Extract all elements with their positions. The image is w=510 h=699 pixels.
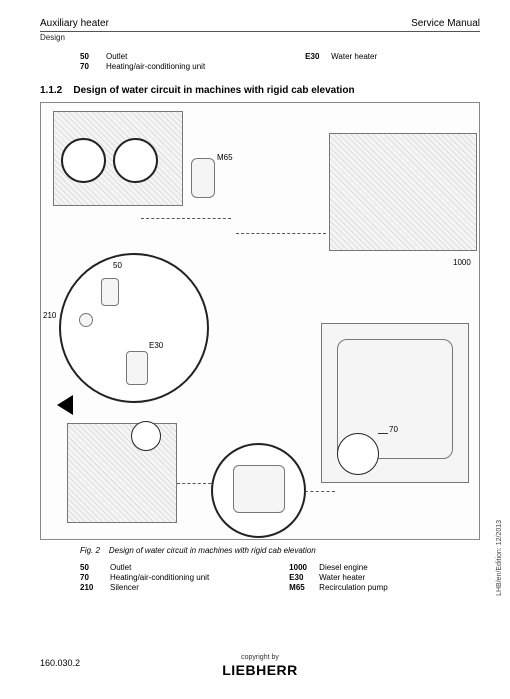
detail-mark xyxy=(131,421,161,451)
legend-txt: Heating/air-conditioning unit xyxy=(106,62,205,71)
fan-circle xyxy=(61,138,106,183)
legend-num: E30 xyxy=(305,52,325,61)
page-number: 160.030.2 xyxy=(40,658,80,668)
header-right: Service Manual xyxy=(411,18,480,29)
bottom-legend: 50 Outlet 70 Heating/air-conditioning unit… xyxy=(80,563,480,592)
callout-1000: 1000 xyxy=(453,258,471,267)
section-num: 1.1.2 xyxy=(40,85,62,96)
callout-e30: E30 xyxy=(149,341,163,350)
callout-70: 70 xyxy=(389,425,398,434)
legend-num: 50 xyxy=(80,52,100,61)
legend-txt: Heating/air-conditioning unit xyxy=(110,573,209,582)
top-legend: 50 Outlet 70 Heating/air-conditioning unit… xyxy=(80,52,480,71)
pump-illustration xyxy=(191,158,215,198)
legend-txt: Water heater xyxy=(331,52,377,61)
callout-210: 210 xyxy=(43,311,56,320)
legend-num: 1000 xyxy=(289,563,313,572)
legend-txt: Outlet xyxy=(110,563,131,572)
legend-num: 50 xyxy=(80,563,104,572)
figure-text: Design of water circuit in machines with… xyxy=(109,546,316,555)
legend-num: 70 xyxy=(80,573,104,582)
header-sub: Design xyxy=(40,33,480,42)
legend-txt: Outlet xyxy=(106,52,127,61)
hose-part xyxy=(79,313,93,327)
callout-m65: M65 xyxy=(217,153,233,162)
copyright-text: copyright by xyxy=(241,654,279,661)
heater-part xyxy=(126,351,148,385)
fan-circle xyxy=(113,138,158,183)
figure-caption: Fig. 2 Design of water circuit in machin… xyxy=(80,546,480,555)
legend-txt: Diesel engine xyxy=(319,563,367,572)
engine-illustration xyxy=(329,133,477,251)
legend-num: 70 xyxy=(80,62,100,71)
legend-num: 210 xyxy=(80,583,104,592)
hvac-pump-part xyxy=(233,465,285,513)
detail-mark xyxy=(337,433,379,475)
callout-50: 50 xyxy=(113,261,122,270)
legend-txt: Recirculation pump xyxy=(319,583,387,592)
legend-txt: Silencer xyxy=(110,583,139,592)
legend-txt: Water heater xyxy=(319,573,365,582)
figure-2: M65 1000 50 210 E30 70 xyxy=(40,102,480,540)
header-left: Auxiliary heater xyxy=(40,18,109,29)
legend-num: E30 xyxy=(289,573,313,582)
arrow-icon xyxy=(57,395,73,415)
hose-part xyxy=(101,278,119,306)
legend-num: M65 xyxy=(289,583,313,592)
brand-logo: LIEBHERR xyxy=(222,662,298,678)
figure-num: Fig. 2 xyxy=(80,546,100,555)
section-text: Design of water circuit in machines with… xyxy=(73,85,354,96)
section-title: 1.1.2 Design of water circuit in machine… xyxy=(40,85,480,96)
edition-vertical: LHB/en/Edition: 12/2013 xyxy=(496,520,503,596)
page-footer: 160.030.2 copyright by LIEBHERR xyxy=(40,654,480,678)
